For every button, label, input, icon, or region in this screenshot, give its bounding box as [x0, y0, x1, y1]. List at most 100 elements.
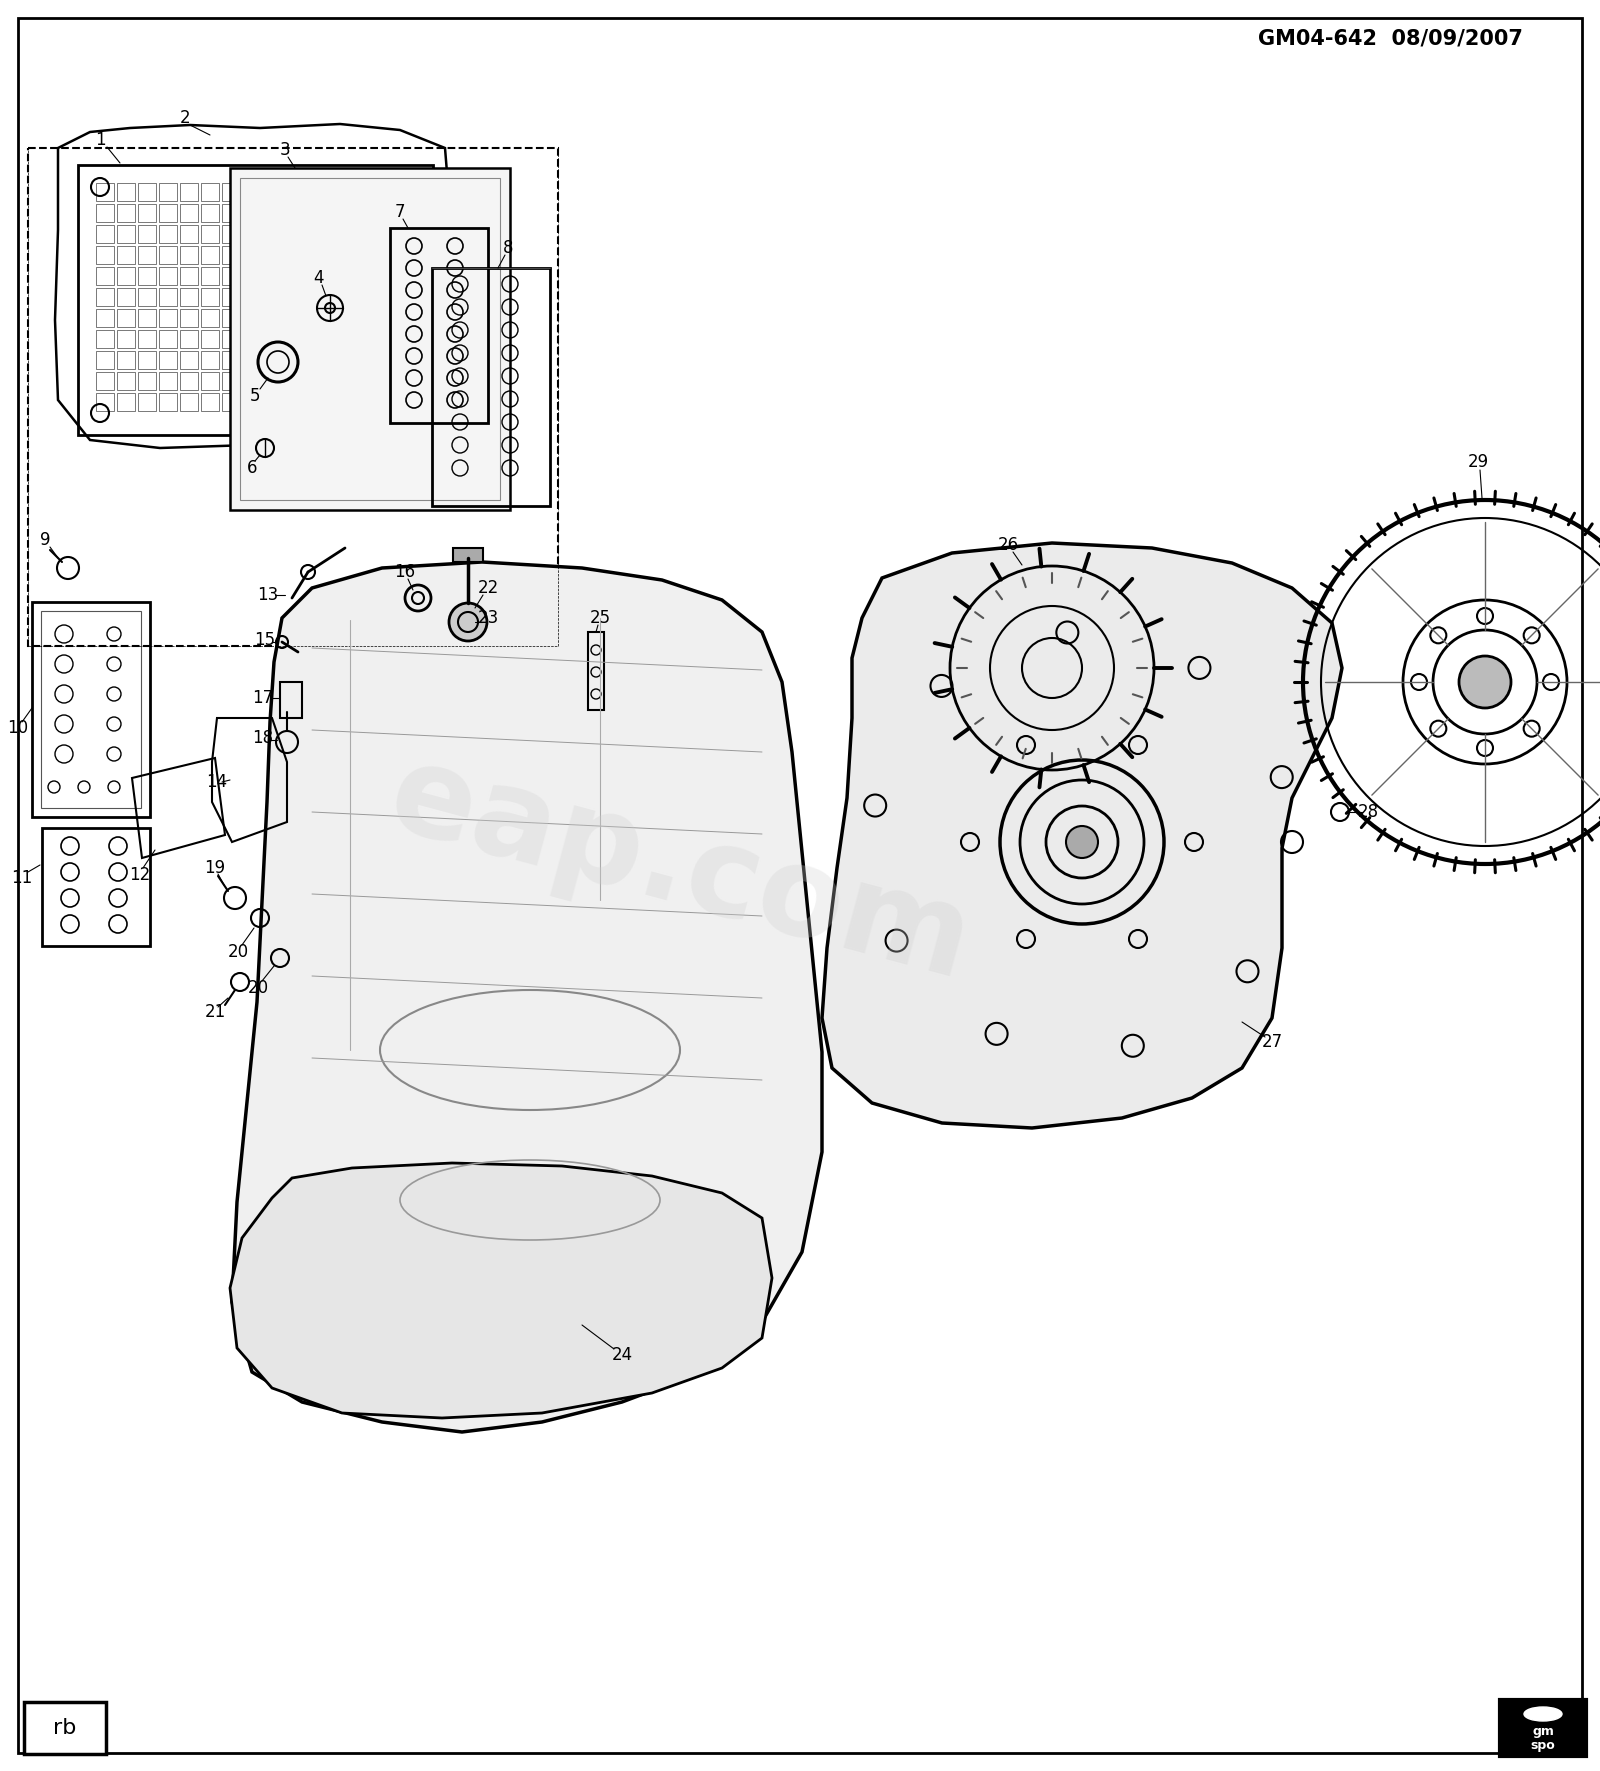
Text: 11: 11 — [11, 870, 32, 887]
Bar — [202, 267, 219, 285]
Bar — [390, 393, 408, 411]
Bar — [285, 393, 302, 411]
Bar — [390, 372, 408, 390]
Bar — [158, 393, 178, 411]
Bar — [326, 182, 346, 200]
Bar — [264, 289, 282, 306]
Bar — [370, 225, 387, 243]
Bar — [285, 267, 302, 285]
Bar — [117, 225, 134, 243]
Ellipse shape — [1523, 1707, 1562, 1721]
Text: 20: 20 — [227, 942, 248, 962]
Bar — [264, 246, 282, 264]
Bar — [222, 204, 240, 221]
Bar — [370, 329, 387, 347]
Bar — [179, 267, 198, 285]
Bar — [138, 289, 157, 306]
Text: 7: 7 — [395, 204, 405, 221]
Bar — [32, 602, 150, 816]
Bar — [96, 204, 114, 221]
Bar — [179, 372, 198, 390]
Bar — [117, 182, 134, 200]
Bar — [390, 204, 408, 221]
Text: 17: 17 — [253, 689, 274, 707]
Bar — [96, 246, 114, 264]
Bar — [264, 393, 282, 411]
Bar — [179, 182, 198, 200]
Bar — [158, 246, 178, 264]
Bar — [589, 632, 605, 710]
Bar — [370, 182, 387, 200]
Bar — [306, 182, 323, 200]
Bar — [326, 246, 346, 264]
Bar — [306, 225, 323, 243]
Bar — [349, 329, 366, 347]
Bar — [158, 267, 178, 285]
Bar — [285, 289, 302, 306]
Bar — [138, 182, 157, 200]
Bar — [202, 289, 219, 306]
Bar — [222, 246, 240, 264]
Bar — [138, 225, 157, 243]
Bar — [117, 267, 134, 285]
Bar — [158, 204, 178, 221]
Bar — [306, 289, 323, 306]
Bar — [138, 372, 157, 390]
Bar — [243, 351, 261, 368]
Bar — [349, 204, 366, 221]
Bar — [179, 246, 198, 264]
Bar — [285, 204, 302, 221]
Bar — [179, 329, 198, 347]
Text: 1: 1 — [94, 131, 106, 149]
Text: 15: 15 — [254, 630, 275, 648]
Text: 26: 26 — [997, 537, 1019, 554]
Text: 2: 2 — [179, 110, 190, 128]
Bar — [138, 246, 157, 264]
Bar — [202, 308, 219, 328]
Bar — [117, 204, 134, 221]
Bar — [96, 393, 114, 411]
Bar — [222, 289, 240, 306]
Bar — [158, 289, 178, 306]
Bar — [96, 225, 114, 243]
Bar — [390, 289, 408, 306]
Bar — [264, 267, 282, 285]
Bar — [158, 308, 178, 328]
Text: 20: 20 — [248, 979, 269, 997]
Bar — [349, 267, 366, 285]
Bar — [306, 393, 323, 411]
Bar — [179, 351, 198, 368]
Bar — [243, 393, 261, 411]
Bar — [222, 351, 240, 368]
Bar — [243, 329, 261, 347]
Text: 29: 29 — [1467, 453, 1488, 471]
Bar — [264, 329, 282, 347]
Bar — [370, 308, 387, 328]
Bar — [96, 308, 114, 328]
Bar — [285, 351, 302, 368]
Bar — [117, 289, 134, 306]
Bar — [243, 246, 261, 264]
Bar — [179, 204, 198, 221]
Bar — [306, 204, 323, 221]
Text: 22: 22 — [477, 579, 499, 597]
Bar — [264, 308, 282, 328]
Bar — [138, 204, 157, 221]
Bar — [202, 246, 219, 264]
Bar — [42, 829, 150, 946]
Bar — [29, 149, 558, 646]
Text: 10: 10 — [8, 719, 29, 737]
Bar — [370, 204, 387, 221]
Bar — [96, 267, 114, 285]
Bar — [390, 267, 408, 285]
Bar — [158, 351, 178, 368]
Polygon shape — [232, 561, 822, 1433]
Bar — [326, 289, 346, 306]
Text: eap.com: eap.com — [376, 735, 984, 1006]
Bar — [158, 225, 178, 243]
Bar — [222, 225, 240, 243]
Bar — [42, 611, 141, 808]
Bar — [179, 308, 198, 328]
Bar — [285, 329, 302, 347]
Circle shape — [1066, 825, 1098, 857]
